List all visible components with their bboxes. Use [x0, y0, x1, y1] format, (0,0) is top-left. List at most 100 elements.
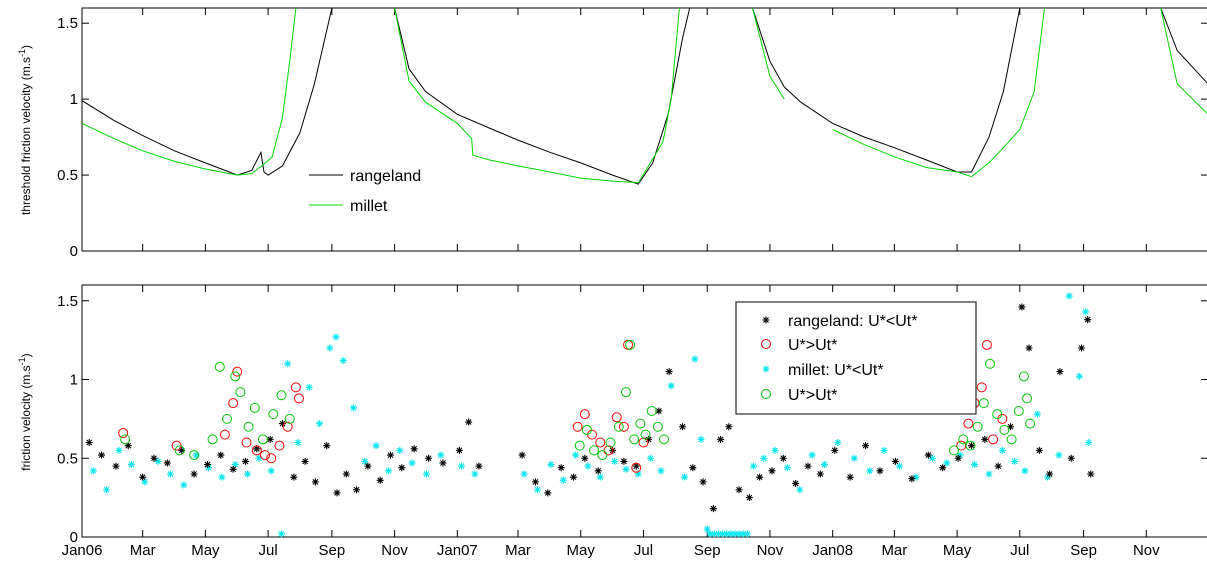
data-point-circle	[174, 445, 185, 456]
data-point-circle	[984, 358, 995, 369]
data-point-circle	[597, 450, 608, 461]
data-point-star	[954, 454, 962, 462]
data-point-star	[725, 423, 733, 431]
line-rangeland	[82, 8, 333, 176]
data-point-circle	[976, 382, 987, 393]
data-point-star	[1018, 303, 1026, 311]
data-point-star	[831, 446, 839, 454]
line-rangeland	[394, 8, 691, 185]
data-point-star	[376, 476, 384, 484]
data-point-star	[850, 454, 858, 462]
data-point-star	[294, 439, 302, 446]
data-point-circle	[219, 429, 230, 440]
top-y-axis-label-close: )	[19, 45, 33, 49]
bottom-y-axis-label-close: )	[19, 353, 33, 357]
data-point-star	[689, 464, 697, 472]
data-point-star	[743, 530, 751, 538]
data-point-circle	[290, 382, 301, 393]
legend-star-marker	[762, 365, 770, 373]
x-tick-label: Sep	[319, 542, 346, 559]
data-point-star	[866, 467, 874, 475]
legend-marker-millet-high	[761, 389, 771, 399]
data-point-star	[749, 462, 757, 470]
data-point-star	[723, 530, 731, 538]
data-point-star	[1046, 470, 1054, 478]
data-point-star	[779, 454, 787, 462]
data-point-circle	[992, 409, 1003, 420]
data-point-star	[1082, 308, 1090, 316]
data-point-star	[981, 435, 989, 443]
data-point-star	[349, 404, 357, 412]
data-point-star	[771, 446, 779, 454]
data-point-star	[710, 530, 718, 538]
data-point-star	[971, 461, 979, 469]
legend-label-rangeland-low: rangeland: U*<Ut*	[788, 313, 917, 330]
data-point-circle	[988, 434, 999, 445]
data-point-star	[279, 420, 287, 428]
data-point-circle	[618, 421, 629, 432]
x-tick-label: Nov	[757, 542, 784, 559]
x-tick-label: Mar	[130, 542, 156, 559]
data-point-star	[89, 467, 97, 475]
data-point-circle	[581, 424, 592, 435]
data-point-circle	[978, 398, 989, 409]
data-point-star	[611, 457, 619, 465]
legend-star-marker	[762, 316, 770, 324]
data-point-star	[231, 461, 239, 469]
bottom-y-axis-label-sup: -1	[17, 357, 27, 365]
top-y-axis-label-main: threshold friction velocity (m.s	[19, 57, 33, 215]
data-point-circle	[1018, 371, 1029, 382]
data-point-star	[691, 355, 699, 363]
x-tick-label: Jul	[259, 542, 278, 559]
data-point-star	[985, 470, 993, 478]
x-tick-label: Jul	[1010, 542, 1029, 559]
data-point-circle	[1006, 434, 1017, 445]
data-point-star	[339, 357, 347, 365]
bottom-axis-ticks: 0 0.5 1 1.5 Jan06 Mar May Jul Sep Nov Jan07 Mar May J…	[57, 285, 1207, 559]
data-point-star	[139, 473, 147, 481]
data-point-star	[190, 470, 198, 478]
data-point-star	[141, 478, 149, 486]
data-point-circle	[249, 402, 260, 413]
data-point-circle	[268, 409, 279, 420]
data-point-star	[645, 435, 653, 443]
data-point-circle	[958, 434, 969, 445]
x-tick-label: May	[191, 542, 220, 559]
data-point-star	[557, 464, 565, 472]
data-point-star	[127, 461, 135, 469]
data-point-star	[896, 462, 904, 470]
data-point-star	[361, 457, 369, 465]
data-point-star	[410, 445, 418, 453]
data-point-star	[1067, 454, 1075, 462]
data-point-circle	[235, 387, 246, 398]
x-tick-label: Mar	[505, 542, 531, 559]
line-millet	[832, 8, 1045, 178]
data-point-star	[277, 530, 285, 538]
data-point-star	[154, 457, 162, 465]
legend-label-millet-high: U*>Ut*	[788, 387, 837, 404]
data-point-star	[846, 473, 854, 481]
y-tick-label: 1	[70, 91, 78, 108]
data-point-circle	[972, 421, 983, 432]
data-point-star	[422, 470, 430, 478]
data-point-star	[124, 442, 132, 450]
data-point-star	[808, 451, 816, 459]
bottom-scatter-points	[85, 292, 1095, 538]
data-point-star	[455, 446, 463, 454]
x-tick-label: May	[943, 542, 972, 559]
data-point-circle	[579, 409, 590, 420]
data-point-star	[396, 446, 404, 454]
y-tick-label: 1.5	[57, 15, 78, 32]
data-point-star	[204, 464, 212, 472]
data-point-star	[994, 462, 1002, 470]
data-point-star	[739, 530, 747, 538]
data-point-circle	[587, 429, 598, 440]
top-axis-ticks: 0 0.5 1 1.5	[57, 8, 1207, 260]
data-point-star	[570, 473, 578, 481]
data-point-star	[1011, 457, 1019, 465]
data-point-circle	[640, 429, 651, 440]
data-point-star	[768, 467, 776, 475]
data-point-circle	[981, 339, 992, 350]
x-tick-label: Nov	[381, 542, 408, 559]
data-point-circle	[595, 437, 606, 448]
